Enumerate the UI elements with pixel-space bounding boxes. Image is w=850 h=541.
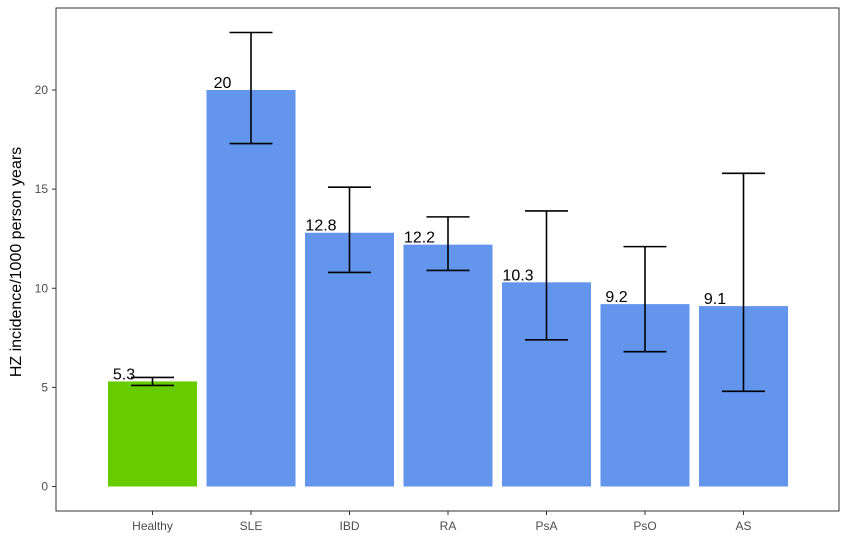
y-tick-label: 15 xyxy=(35,182,49,196)
x-tick-label: PsA xyxy=(535,519,557,533)
value-label-ibd: 12.8 xyxy=(305,218,336,235)
bar-ra xyxy=(403,244,493,487)
y-axis-title: HZ incidence/1000 person years xyxy=(8,147,25,377)
y-tick-label: 5 xyxy=(41,380,48,394)
plot-panel-border xyxy=(55,7,840,512)
x-tick-label: Healthy xyxy=(132,519,173,533)
value-label-sle: 20 xyxy=(214,75,232,92)
x-axis: Healthy SLE IBD RA PsA PsO AS xyxy=(132,511,752,533)
bar-ibd xyxy=(305,232,394,487)
y-tick-label: 0 xyxy=(41,480,48,494)
x-tick-label: SLE xyxy=(240,519,263,533)
value-labels-group: 5.3 20 12.8 12.2 10.3 9.2 9.1 xyxy=(113,75,726,383)
bar-healthy xyxy=(108,381,197,487)
error-bars-group xyxy=(131,31,765,393)
x-tick-label: RA xyxy=(440,519,457,533)
y-tick-label: 20 xyxy=(35,83,49,97)
value-label-as: 9.1 xyxy=(704,291,726,308)
bar-sle xyxy=(206,90,296,487)
x-tick-label: PsO xyxy=(633,519,656,533)
value-label-ra: 12.2 xyxy=(404,230,435,247)
x-tick-label: IBD xyxy=(339,519,359,533)
bars-group xyxy=(108,90,788,487)
value-label-psa: 10.3 xyxy=(502,267,533,284)
value-label-healthy: 5.3 xyxy=(113,366,135,383)
x-tick-label: AS xyxy=(735,519,751,533)
y-tick-label: 10 xyxy=(35,281,49,295)
y-axis: 0 5 10 15 20 xyxy=(35,83,56,494)
value-label-pso: 9.2 xyxy=(605,289,627,306)
